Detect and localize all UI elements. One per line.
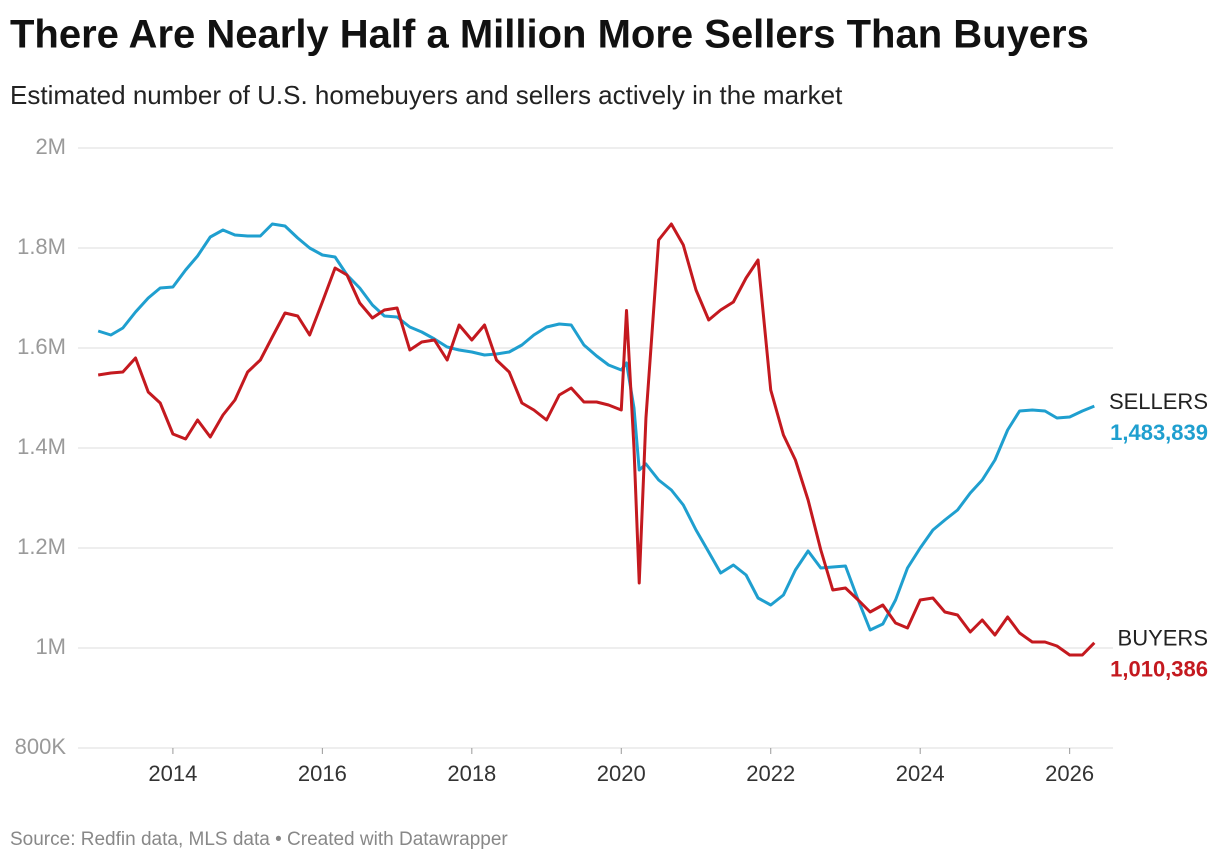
x-tick-label: 2026 [1045,761,1094,786]
y-tick-label: 1.2M [17,534,66,559]
y-tick-label: 1M [35,634,66,659]
source-note: Source: Redfin data, MLS data • Created … [10,829,508,850]
end-value-label: 1,010,386 [1110,657,1208,682]
y-tick-label: 2M [35,134,66,159]
x-tick-label: 2024 [896,761,945,786]
x-tick-label: 2022 [746,761,795,786]
chart-title: There Are Nearly Half a Million More Sel… [10,13,1089,57]
series-line [97,222,1095,632]
series-name: SELLERS [1109,389,1208,414]
y-tick-label: 800K [15,734,67,759]
y-tick-label: 1.4M [17,434,66,459]
series-name: BUYERS [1118,626,1208,651]
series-line [97,222,1096,657]
chart-subtitle: Estimated number of U.S. homebuyers and … [10,80,843,110]
x-tick-label: 2014 [148,761,197,786]
x-tick-label: 2018 [447,761,496,786]
x-tick-label: 2020 [597,761,646,786]
x-tick-label: 2016 [298,761,347,786]
y-tick-label: 1.8M [17,234,66,259]
y-tick-label: 1.6M [17,334,66,359]
end-value-label: 1,483,839 [1110,420,1208,445]
